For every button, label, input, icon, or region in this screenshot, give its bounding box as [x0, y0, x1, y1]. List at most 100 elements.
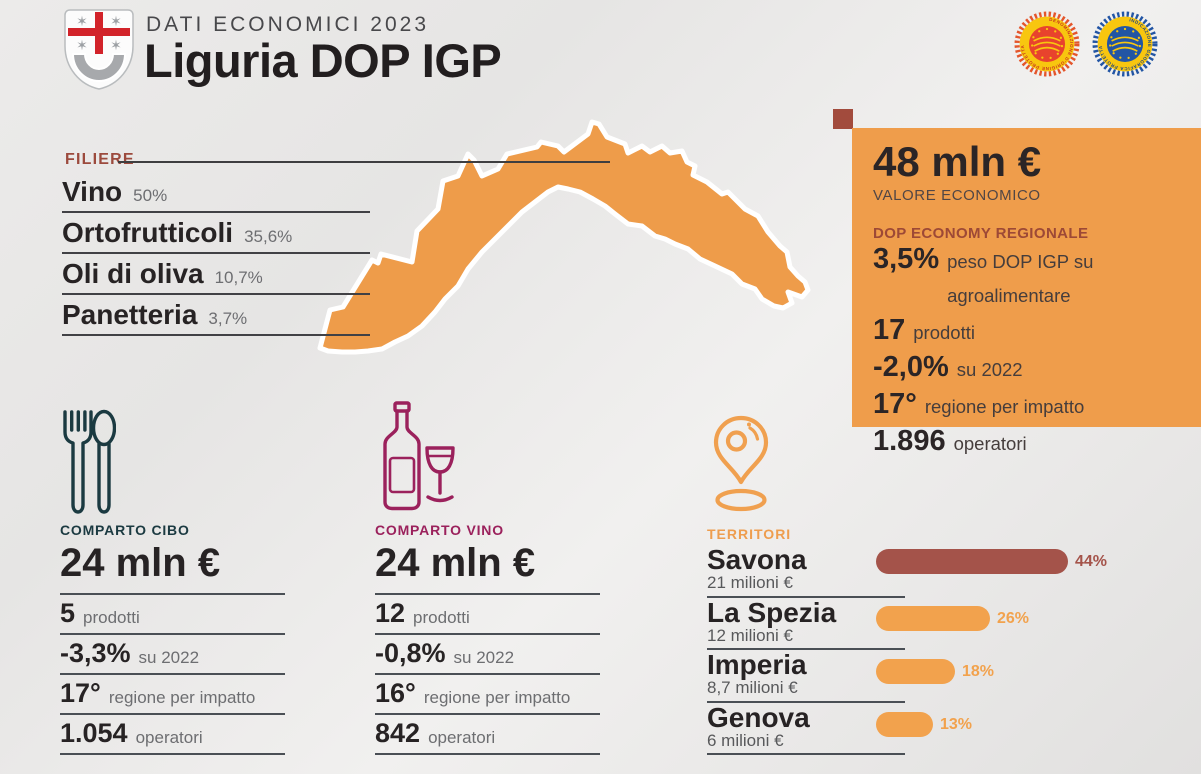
panel-stat-row: -2,0% su 2022 [873, 350, 1187, 387]
stat-label: operatori [135, 728, 203, 747]
territory-bar [876, 659, 955, 684]
stat-row: 5 prodotti [60, 595, 285, 635]
territory-row: La Spezia 12 milioni € [707, 596, 905, 650]
filiere-share: 35,6% [244, 227, 293, 246]
total-value: 48 mln € [873, 138, 1042, 185]
filiere-rule [118, 161, 610, 163]
stat-value: 1.054 [60, 718, 128, 748]
filiere-name: Vino [62, 176, 123, 207]
stat-label: operatori [428, 728, 496, 747]
stat-label: regione per impatto [423, 688, 571, 707]
stat-value: 3,5% [873, 243, 940, 275]
stat-value: -3,3% [60, 638, 131, 668]
stat-value: -2,0% [873, 351, 949, 383]
territory-percent: 26% [997, 609, 1030, 627]
territory-percent: 13% [940, 715, 973, 733]
territory-percent: 18% [962, 662, 995, 680]
stat-value: 12 [375, 598, 406, 628]
stat-value: 842 [375, 718, 421, 748]
stat-label: prodotti [413, 608, 470, 627]
stat-value: 1.896 [873, 425, 946, 457]
liguria-map [300, 110, 860, 363]
territory-amount: 8,7 milioni € [707, 678, 798, 697]
filiere-row: Ortofrutticoli 35,6% [62, 213, 370, 254]
panel-stat-row: 17° regione per impatto [873, 387, 1187, 424]
comparto-vino-value: 24 mln € [375, 541, 600, 595]
stat-row: 17° regione per impatto [60, 675, 285, 715]
territory-bar-row: 44% [876, 549, 1107, 574]
comparto-cibo-section: COMPARTO CIBO 24 mln € 5 prodotti -3,3% … [60, 408, 285, 755]
stat-label: peso DOP IGP su agroalimentare [947, 251, 1094, 306]
territory-amount: 21 milioni € [707, 573, 793, 592]
filiere-name: Panetteria [62, 299, 198, 330]
panel-corner-accent [833, 109, 853, 129]
stat-label: su 2022 [453, 648, 515, 667]
dop-economy-label: DOP ECONOMY REGIONALE [873, 225, 1089, 242]
comparto-vino-label: COMPARTO VINO [375, 522, 504, 538]
filiere-section-label: FILIERE [65, 151, 135, 168]
header-kicker: DATI ECONOMICI 2023 [146, 13, 429, 36]
territory-row: Genova 6 milioni € [707, 701, 905, 755]
stat-label: regione per impatto [108, 688, 256, 707]
territori-section: TERRITORI [705, 414, 791, 542]
filiere-share: 50% [133, 186, 168, 205]
filiere-list: Vino 50% Ortofrutticoli 35,6% Oli di oli… [62, 172, 370, 336]
comparto-vino-section: COMPARTO VINO 24 mln € 12 prodotti -0,8%… [375, 400, 600, 755]
svg-text:✶: ✶ [110, 37, 122, 53]
stat-value: 5 [60, 598, 76, 628]
territory-name: La Spezia [707, 596, 837, 628]
comparto-cibo-value: 24 mln € [60, 541, 285, 595]
fork-spoon-icon [63, 409, 116, 514]
stat-row: 1.054 operatori [60, 715, 285, 755]
stat-label: regione per impatto [924, 396, 1085, 417]
stat-row: 842 operatori [375, 715, 600, 755]
svg-text:✶: ✶ [110, 13, 122, 29]
stat-label: prodotti [83, 608, 140, 627]
territory-bar-row: 13% [876, 712, 972, 737]
page-title: Liguria DOP IGP [144, 34, 502, 87]
territory-name: Genova [707, 701, 810, 733]
stat-row: 12 prodotti [375, 595, 600, 635]
filiere-row: Oli di oliva 10,7% [62, 254, 370, 295]
liguria-region-logo: ✶ ✶ ✶ ✶ [62, 8, 136, 97]
filiere-name: Oli di oliva [62, 258, 204, 289]
territory-name: Savona [707, 544, 807, 575]
stat-value: 17 [873, 314, 906, 346]
dop-seal-icon: DENOMINAZIONE D'ORIGINE PROTETTA [1014, 11, 1080, 82]
stat-label: prodotti [913, 322, 975, 343]
territory-bar [876, 606, 990, 631]
filiere-share: 10,7% [214, 268, 263, 287]
territory-percent: 44% [1075, 552, 1108, 570]
stat-value: 16° [375, 678, 416, 708]
territory-bar [876, 549, 1068, 574]
horseshoe-shape [71, 53, 127, 82]
territori-list: Savona 21 milioni € La Spezia 12 milioni… [707, 545, 905, 755]
territory-amount: 12 milioni € [707, 625, 793, 645]
stat-row: 16° regione per impatto [375, 675, 600, 715]
igp-seal-icon: INDICAZIONE GEOGRAFICA PROTETTA [1092, 11, 1158, 82]
summary-panel: 48 mln € VALORE ECONOMICO DOP ECONOMY RE… [852, 128, 1201, 457]
stat-label: su 2022 [138, 648, 200, 667]
territory-row: Imperia 8,7 milioni € [707, 650, 905, 703]
stat-value: -0,8% [375, 638, 446, 668]
stat-label: operatori [953, 433, 1027, 454]
stat-row: -0,8% su 2022 [375, 635, 600, 675]
filiere-row: Vino 50% [62, 172, 370, 213]
star-glyph: ✶ [76, 13, 88, 29]
territory-bar [876, 712, 933, 737]
filiere-share: 3,7% [208, 309, 248, 328]
panel-stat-row: 1.896 operatori [873, 424, 1187, 461]
stat-row: -3,3% su 2022 [60, 635, 285, 675]
territory-bar-row: 18% [876, 659, 994, 684]
filiere-row: Panetteria 3,7% [62, 295, 370, 336]
filiere-name: Ortofrutticoli [62, 217, 234, 248]
territory-name: Imperia [707, 649, 807, 680]
territori-label: TERRITORI [707, 526, 792, 542]
comparto-cibo-label: COMPARTO CIBO [60, 522, 190, 538]
map-pin-icon [713, 415, 769, 512]
territory-row: Savona 21 milioni € [707, 545, 905, 598]
total-value-label: VALORE ECONOMICO [873, 187, 1041, 204]
territory-amount: 6 milioni € [707, 730, 784, 750]
stat-value: 17° [60, 678, 101, 708]
territory-bar-row: 26% [876, 606, 1029, 631]
